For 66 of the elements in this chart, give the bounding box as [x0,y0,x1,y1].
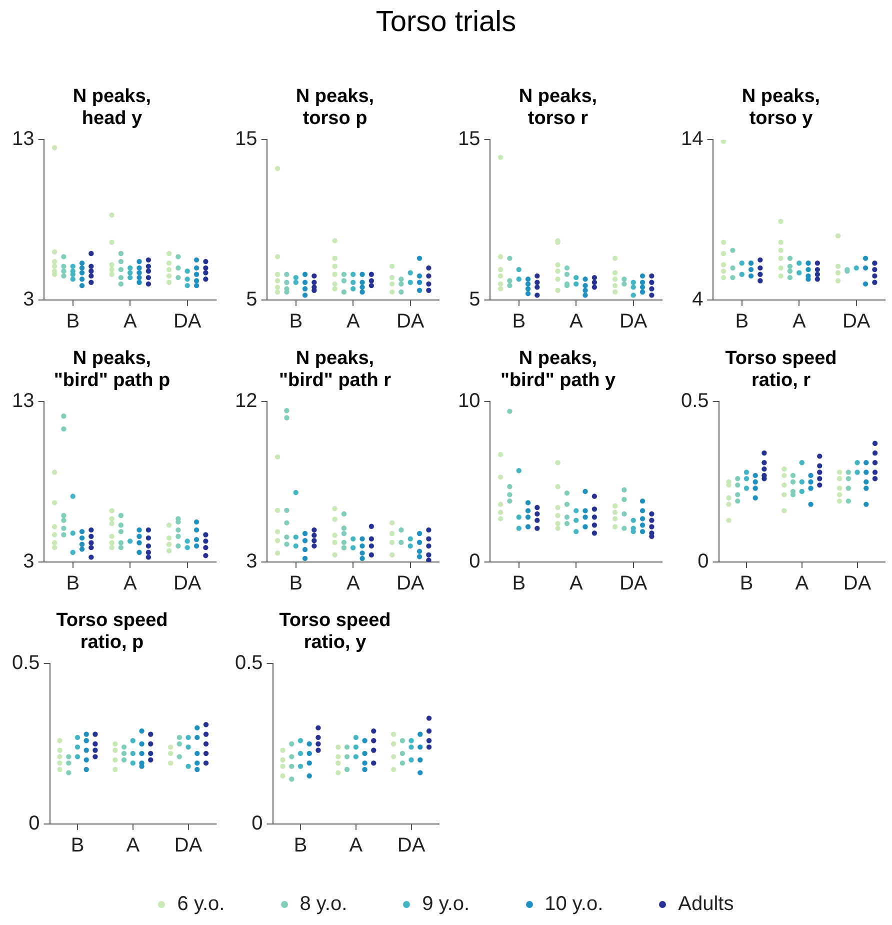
x-tick-label: B [740,572,754,595]
x-tick-label: B [512,572,526,595]
x-tick-label: DA [396,572,425,595]
y-tick-label: 13 [12,390,34,412]
y-tick-label: 14 [680,128,704,150]
y-tick-label: 0.5 [12,652,40,674]
x-tick-label: A [792,310,806,333]
chart-title: N peaks, "bird" path y [500,348,616,392]
x-tick-label: DA [843,572,872,595]
chart-title: Torso speed ratio, r [725,348,837,392]
x-tick-label: B [66,572,80,595]
x-tick-label: B [512,310,526,333]
x-tick-label: DA [173,572,202,595]
y-tick-label: 13 [12,128,34,150]
y-tick-label: 0 [28,812,40,835]
y-tick-label: 3 [23,550,34,573]
x-tick-label: DA [397,834,426,857]
x-tick-label: A [569,572,584,595]
x-tick-label: DA [174,834,203,857]
chart-title: N peaks, torso y [742,86,820,130]
y-tick-label: 0 [469,550,480,573]
y-tick-label: 15 [458,128,480,150]
x-tick-label: B [735,310,749,333]
y-tick-label: 10 [458,390,480,412]
x-tick-label: DA [396,310,425,333]
x-tick-label: A [795,572,810,595]
x-tick-label: B [70,834,84,857]
legend-label: 8 y.o. [300,893,348,916]
y-tick-label: 5 [246,288,258,311]
y-tick-label: 3 [246,550,258,573]
x-tick-label: A [569,310,584,333]
text: Torso trials [374,6,518,39]
y-tick-label: 5 [469,288,480,311]
legend-label: Adults [678,893,734,916]
x-tick-label: A [349,834,364,857]
x-tick-label: A [123,310,138,333]
x-tick-label: B [294,834,308,857]
legend-label: 9 y.o. [422,893,470,916]
x-tick-label: A [126,834,140,857]
x-tick-label: B [289,572,303,595]
x-tick-label: DA [173,310,202,333]
x-tick-label: A [346,572,360,595]
y-tick-label: 0.5 [680,390,709,412]
legend-label: 6 y.o. [177,893,225,916]
y-tick-label: 12 [234,390,258,412]
chart-title: N peaks, head y [72,86,152,130]
x-tick-label: A [346,310,360,333]
chart-title: N peaks, torso p [296,86,374,130]
y-tick-label: 3 [23,288,34,311]
x-tick-label: DA [842,310,871,333]
chart-title: N peaks, "bird" path r [279,348,392,392]
x-tick-label: DA [619,572,648,595]
y-tick-label: 4 [692,288,704,311]
y-tick-label: 0 [252,812,263,835]
chart-title: N peaks, "bird" path p [54,348,170,392]
x-tick-label: B [289,310,303,333]
y-tick-label: 0 [698,550,709,573]
y-tick-label: 0.5 [234,652,263,674]
y-tick-label: 15 [234,128,258,150]
chart-title: Torso speed ratio, y [279,610,391,654]
x-tick-label: DA [619,310,648,333]
chart-title: N peaks, torso r [518,86,598,130]
legend-label: 10 y.o. [544,893,604,916]
x-tick-label: A [123,572,138,595]
x-tick-label: B [66,310,80,333]
chart-title: Torso speed ratio, p [56,610,168,654]
